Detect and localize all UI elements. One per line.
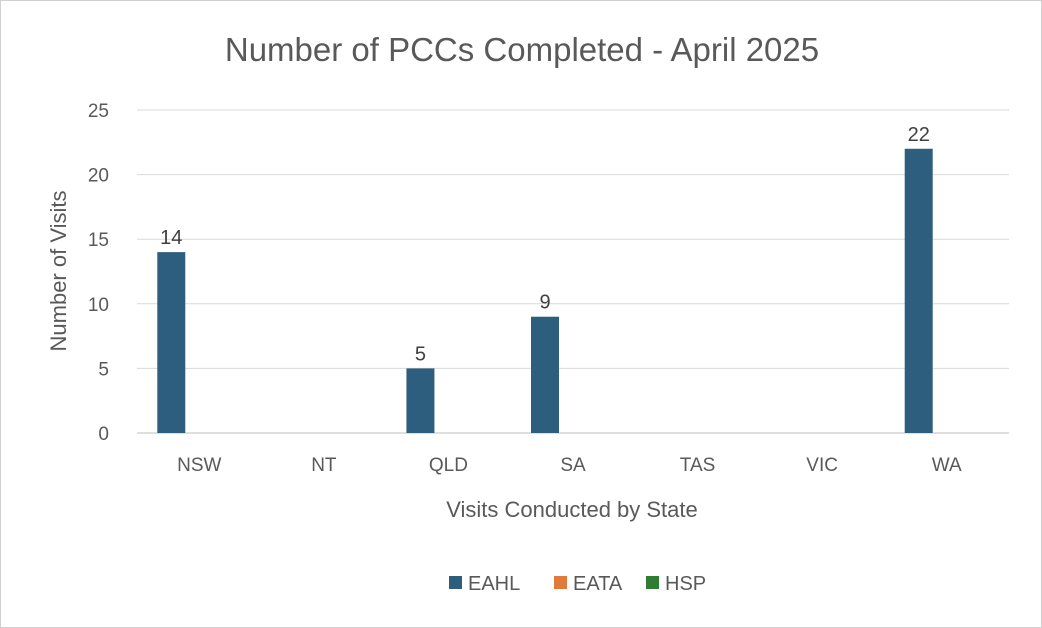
x-axis-title: Visits Conducted by State: [446, 497, 698, 522]
chart-title: Number of PCCs Completed - April 2025: [225, 31, 819, 68]
bar-eahl-wa: [904, 148, 933, 433]
data-label: 9: [539, 292, 550, 314]
y-tick-label: 5: [98, 359, 109, 380]
bar-eahl-nsw: [157, 252, 186, 433]
bars: 14 5 9 22: [157, 124, 933, 433]
legend-swatch-eahl: [449, 576, 462, 589]
x-tick-label: SA: [560, 455, 586, 476]
bar-eahl-sa: [531, 316, 559, 433]
gridlines: [137, 109, 1009, 434]
data-label: 5: [415, 343, 426, 365]
data-label: 14: [160, 227, 182, 249]
y-axis-title: Number of Visits: [46, 191, 71, 352]
y-tick-label: 10: [88, 295, 109, 316]
legend-label-eahl: EAHL: [468, 573, 520, 595]
x-tick-label: WA: [932, 455, 962, 476]
legend-swatch-eata: [554, 576, 567, 589]
legend-label-eata: EATA: [573, 573, 623, 595]
legend: EAHL EATA HSP: [449, 573, 706, 595]
data-label: 22: [908, 124, 930, 146]
y-tick-label: 25: [88, 101, 109, 122]
x-axis-ticks: NSW NT QLD SA TAS VIC WA: [177, 455, 962, 476]
y-tick-label: 20: [88, 166, 109, 187]
x-tick-label: TAS: [680, 455, 716, 476]
y-axis-ticks: 0 5 10 15 20 25: [88, 101, 109, 445]
legend-swatch-hsp: [646, 576, 659, 589]
x-tick-label: QLD: [429, 455, 468, 476]
y-tick-label: 0: [98, 424, 109, 445]
x-tick-label: NT: [311, 455, 337, 476]
y-tick-label: 15: [88, 230, 109, 251]
x-tick-label: VIC: [806, 455, 838, 476]
legend-label-hsp: HSP: [665, 573, 706, 595]
x-tick-label: NSW: [177, 455, 221, 476]
bar-eahl-qld: [406, 368, 435, 433]
